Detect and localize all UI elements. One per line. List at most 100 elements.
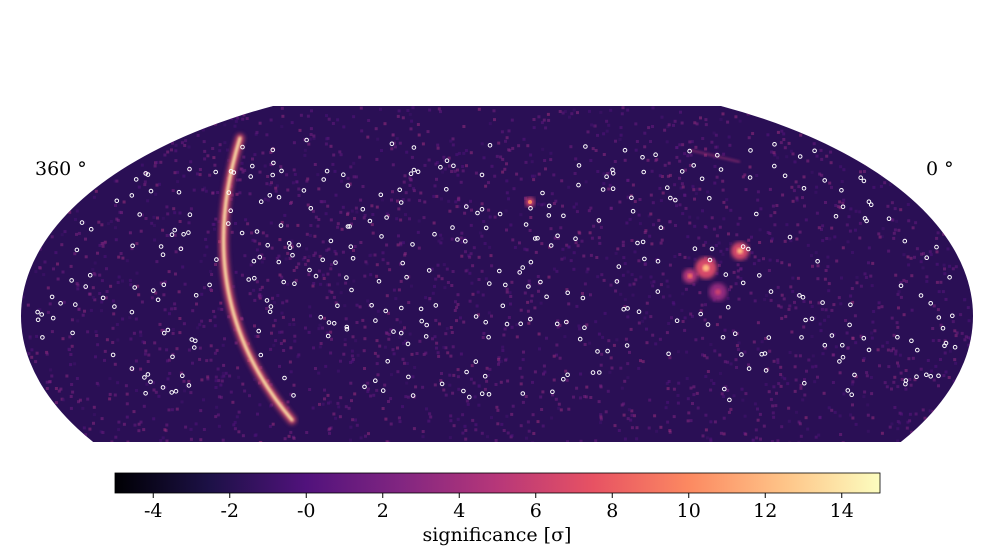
noise-pixel [683,328,687,332]
source-marker [577,336,583,342]
noise-pixel [722,432,726,436]
noise-pixel [942,232,946,236]
noise-pixel [557,406,561,410]
source-marker [176,189,182,195]
noise-pixel [79,186,83,190]
noise-pixel [328,427,332,431]
noise-pixel [540,203,544,207]
noise-pixel [448,209,452,213]
noise-pixel [76,283,80,287]
noise-pixel [791,276,795,280]
noise-pixel [931,413,935,416]
noise-pixel [484,277,488,281]
noise-pixel [820,157,824,161]
noise-pixel [675,204,678,208]
source-marker [849,392,855,398]
noise-pixel [690,314,694,318]
source-marker [868,202,874,207]
noise-pixel [174,149,178,153]
noise-pixel [710,140,714,144]
noise-pixel [252,288,256,292]
noise-pixel [190,107,193,111]
noise-pixel [137,422,141,426]
noise-pixel [911,356,915,360]
noise-pixel [539,301,543,305]
noise-pixel [794,306,798,310]
source-marker [630,208,636,214]
source-marker [110,352,116,358]
noise-pixel [605,119,609,123]
source-marker [39,312,45,317]
noise-pixel [353,392,357,396]
noise-pixel [196,127,200,131]
noise-pixel [851,251,854,254]
colorbar-tick-label: 2 [377,500,389,522]
emission-blob [528,200,532,204]
noise-pixel [95,174,99,178]
noise-pixel [510,325,514,329]
noise-pixel [402,180,406,184]
noise-pixel [171,331,175,335]
source-marker [902,238,908,244]
noise-pixel [164,135,168,139]
noise-pixel [667,123,671,127]
noise-pixel [283,437,287,441]
source-marker [214,257,219,262]
noise-pixel [531,380,534,384]
noise-pixel [944,297,948,301]
noise-pixel [713,349,717,353]
noise-pixel [743,414,747,418]
noise-pixel [692,283,696,287]
noise-pixel [371,231,375,235]
noise-pixel [407,198,411,202]
noise-pixel [114,226,117,230]
noise-pixel [810,170,814,174]
noise-pixel [892,169,896,173]
noise-pixel [585,385,589,389]
noise-pixel [289,430,293,434]
noise-pixel [607,187,611,191]
noise-pixel [100,279,104,283]
noise-pixel [146,199,150,203]
noise-pixel [777,382,781,386]
noise-pixel [297,353,301,357]
noise-pixel [221,438,225,442]
noise-pixel [399,243,403,247]
noise-pixel [69,353,73,356]
source-marker [576,163,582,168]
noise-pixel [455,205,459,209]
noise-pixel [431,337,434,341]
source-marker [450,225,455,230]
noise-pixel [592,224,596,228]
noise-pixel [87,134,91,138]
noise-pixel [496,422,500,426]
source-marker [532,236,538,241]
noise-pixel [830,226,834,230]
noise-pixel [332,412,336,416]
noise-pixel [705,436,709,440]
noise-pixel [931,180,935,184]
noise-pixel [926,359,930,362]
noise-pixel [760,340,764,344]
noise-pixel [543,370,547,374]
noise-pixel [756,347,760,351]
noise-pixel [449,414,453,418]
noise-pixel [954,265,958,269]
noise-pixel [658,337,662,341]
noise-pixel [231,400,235,404]
source-marker [169,390,174,395]
colorbar-tick-label: 8 [606,500,618,522]
noise-pixel [835,259,839,263]
noise-pixel [922,252,925,256]
noise-pixel [887,365,891,369]
noise-pixel [834,142,838,146]
noise-pixel [212,309,216,313]
noise-pixel [437,354,441,358]
noise-pixel [42,135,46,139]
noise-pixel [771,204,775,208]
noise-pixel [184,139,188,143]
noise-pixel [756,198,760,202]
noise-pixel [79,121,83,125]
noise-pixel [673,255,677,258]
noise-pixel [540,121,544,125]
